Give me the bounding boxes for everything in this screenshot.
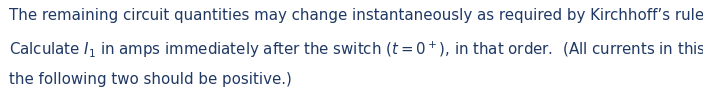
Text: Calculate $I_1$ in amps immediately after the switch $(t = 0^+)$, in that order.: Calculate $I_1$ in amps immediately afte… [9,40,703,60]
Text: The remaining circuit quantities may change instantaneously as required by Kirch: The remaining circuit quantities may cha… [9,8,703,23]
Text: the following two should be positive.): the following two should be positive.) [9,72,292,87]
